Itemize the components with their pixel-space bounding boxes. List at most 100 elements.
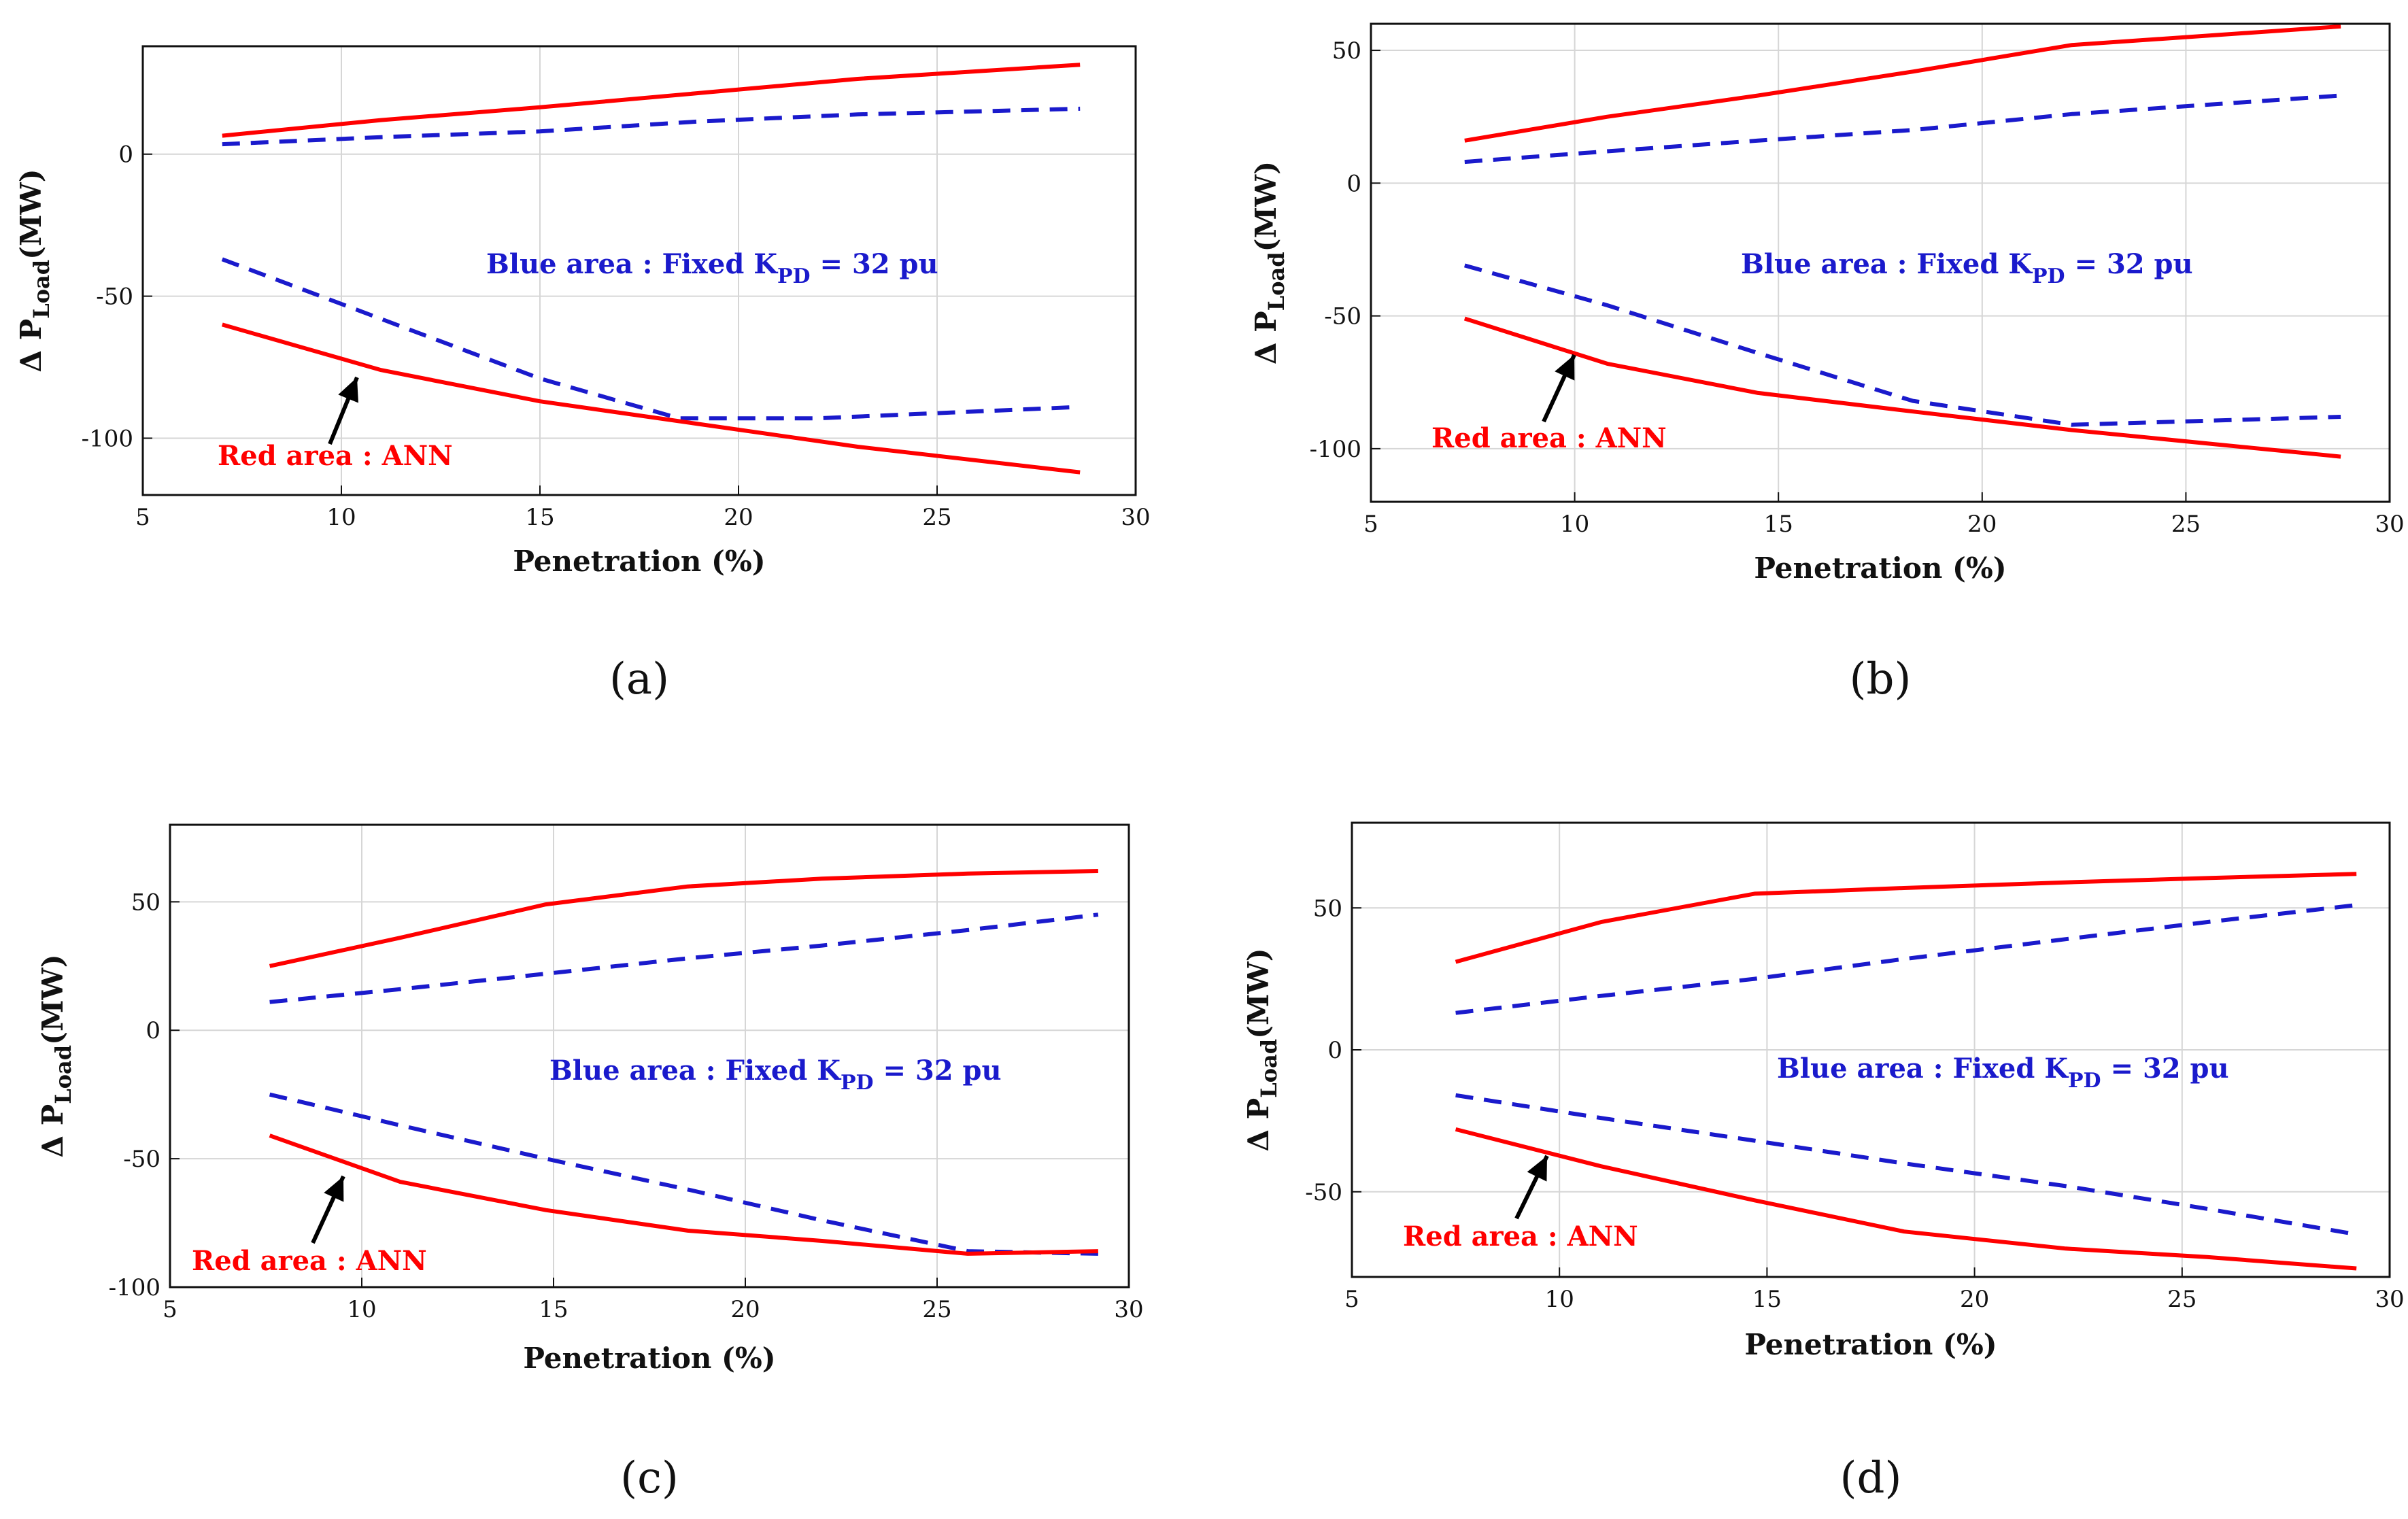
blue-annotation-suffix: = 32 pu (874, 1055, 1002, 1087)
blue-annotation-suffix: = 32 pu (2101, 1053, 2229, 1085)
red-area-annotation: Red area : ANN (218, 440, 453, 472)
x-tick-label: 5 (135, 504, 150, 531)
y-axis-label-subscript: Load (50, 1045, 76, 1104)
x-tick-label: 10 (1545, 1286, 1574, 1313)
series-line-1 (1455, 872, 2357, 964)
blue-annotation-text: Blue area : Fixed K (549, 1055, 841, 1087)
series-line-1 (222, 63, 1081, 138)
arrow-head (338, 377, 358, 403)
blue-area-annotation: Blue area : Fixed KPD = 32 pu (1741, 248, 2193, 288)
y-axis-label-subscript: Load (1264, 252, 1289, 311)
series-line-4 (221, 322, 1081, 475)
y-axis-label-suffix: (MW) (1242, 948, 1275, 1038)
x-tick-label: 20 (1967, 511, 1997, 538)
series-line-4 (1455, 1127, 2357, 1271)
x-tick-label: 30 (2375, 1286, 2404, 1313)
y-axis-label-subscript: Load (29, 260, 54, 319)
series-line-3 (1455, 1093, 2357, 1237)
blue-area-annotation: Blue area : Fixed KPD = 32 pu (486, 248, 938, 288)
x-tick-label: 30 (1121, 504, 1150, 531)
series-line-2 (1455, 903, 2357, 1015)
blue-annotation-suffix: = 32 pu (2065, 248, 2193, 280)
x-tick-label: 15 (1764, 511, 1793, 538)
x-tick-label: 5 (163, 1296, 177, 1323)
y-axis-label-prefix: Δ P (1242, 1098, 1275, 1152)
y-tick-label: -100 (1310, 436, 1361, 463)
blue-annotation-subscript: PD (2032, 264, 2065, 288)
red-area-annotation: Red area : ANN (1403, 1221, 1638, 1252)
x-tick-label: 25 (922, 1296, 951, 1323)
y-axis-label-prefix: Δ P (14, 319, 48, 373)
blue-annotation-text: Blue area : Fixed K (486, 248, 778, 280)
y-tick-label: -50 (96, 284, 133, 311)
x-tick-label: 20 (724, 504, 753, 531)
blue-annotation-text: Blue area : Fixed K (1741, 248, 2033, 280)
blue-annotation-suffix: = 32 pu (811, 248, 938, 280)
x-axis-label: Penetration (%) (513, 545, 765, 578)
panel-label: (c) (620, 1453, 679, 1503)
x-tick-label: 25 (922, 504, 951, 531)
blue-annotation-subscript: PD (777, 264, 811, 288)
series-line-2 (222, 106, 1081, 147)
x-tick-label: 30 (2375, 511, 2404, 538)
x-tick-label: 10 (326, 504, 356, 531)
arrow-head (1555, 355, 1575, 381)
y-tick-label: -100 (82, 425, 133, 452)
y-tick-label: -50 (1324, 303, 1361, 330)
blue-annotation-subscript: PD (841, 1071, 874, 1095)
x-tick-label: 5 (1363, 511, 1378, 538)
series-line-1 (1464, 24, 2341, 143)
y-tick-label: 50 (1313, 895, 1342, 922)
y-tick-label: -50 (123, 1146, 160, 1173)
blue-annotation-text: Blue area : Fixed K (1777, 1053, 2069, 1085)
series-line-2 (1464, 93, 2341, 165)
x-axis-label: Penetration (%) (1744, 1328, 1997, 1361)
panel-label: (a) (609, 654, 669, 704)
series-line-1 (269, 869, 1098, 968)
y-axis-label: Δ PLoad(MW) (36, 954, 76, 1157)
plot-frame (1370, 22, 2391, 503)
x-tick-label: 5 (1344, 1286, 1359, 1313)
y-tick-label: 50 (131, 889, 160, 916)
panel-label: (b) (1850, 654, 1912, 704)
x-tick-label: 15 (525, 504, 554, 531)
y-tick-label: 0 (118, 141, 133, 169)
x-axis-label: Penetration (%) (1754, 551, 2006, 585)
arrow-head (1527, 1156, 1547, 1182)
y-tick-label: 0 (146, 1017, 160, 1044)
chart-panel-b: 5 10 15 20 25 30 -100 -50 0 50 Penetration (%) Δ PL… (1249, 22, 2405, 704)
y-tick-label: 0 (1327, 1037, 1342, 1064)
blue-area-annotation: Blue area : Fixed KPD = 32 pu (549, 1055, 1002, 1095)
series-line-3 (269, 1092, 1098, 1256)
chart-panel-c: 5 10 15 20 25 30 -100 -50 0 50 Penetration (%) Δ PL… (36, 823, 1144, 1503)
y-axis-label-suffix: (MW) (36, 954, 69, 1044)
series-line-4 (1463, 316, 2341, 459)
red-area-annotation: Red area : ANN (192, 1245, 427, 1277)
plot-frame (141, 45, 1137, 496)
x-tick-label: 20 (1960, 1286, 1989, 1313)
plot-frame (169, 823, 1130, 1288)
y-tick-label: 0 (1346, 170, 1361, 197)
blue-annotation-subscript: PD (2068, 1069, 2101, 1093)
blue-area-annotation: Blue area : Fixed KPD = 32 pu (1777, 1053, 2229, 1093)
chart-panel-a: 5 10 15 20 25 30 -100 -50 0 Penetration (%) Δ PLoa… (14, 45, 1151, 704)
x-tick-label: 15 (539, 1296, 568, 1323)
x-tick-label: 10 (1560, 511, 1589, 538)
y-axis-label-subscript: Load (1256, 1039, 1282, 1098)
y-tick-label: -50 (1305, 1179, 1342, 1206)
series-line-4 (269, 1133, 1098, 1256)
red-area-annotation: Red area : ANN (1431, 422, 1667, 454)
y-axis-label-prefix: Δ P (1249, 311, 1283, 364)
x-tick-label: 25 (2171, 511, 2201, 538)
x-tick-label: 30 (1114, 1296, 1143, 1323)
x-tick-label: 20 (730, 1296, 760, 1323)
x-tick-label: 10 (347, 1296, 376, 1323)
y-tick-label: -100 (109, 1274, 160, 1301)
y-axis-label-suffix: (MW) (1249, 161, 1283, 252)
y-axis-label-prefix: Δ P (36, 1104, 69, 1158)
y-axis-label: Δ PLoad(MW) (1242, 948, 1282, 1151)
y-axis-label-suffix: (MW) (14, 169, 48, 259)
arrow-head (324, 1176, 344, 1202)
